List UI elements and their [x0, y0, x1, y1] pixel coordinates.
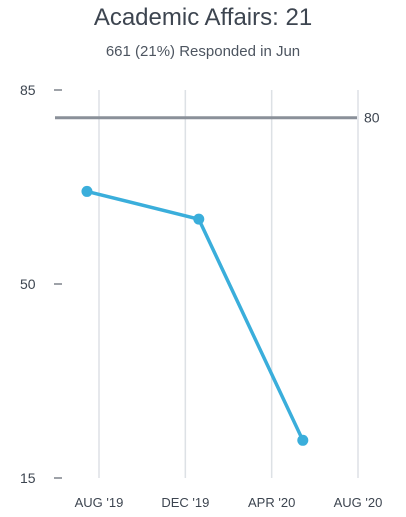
- data-point: [193, 213, 205, 225]
- x-tick-label: AUG '20: [334, 495, 383, 510]
- x-tick-label: DEC '19: [161, 495, 209, 510]
- data-point: [297, 434, 309, 446]
- chart-title: Academic Affairs: 21: [93, 4, 313, 31]
- x-tick-label: AUG '19: [75, 495, 124, 510]
- series-line: [85, 189, 305, 443]
- data-point: [81, 185, 93, 197]
- x-tick-label: APR '20: [248, 495, 295, 510]
- target-label: 80: [364, 110, 380, 126]
- y-tick-label: 50: [20, 276, 36, 292]
- y-tick-label: 85: [20, 82, 36, 98]
- chart-subtitle: 661 (21%) Responded in Jun: [105, 43, 301, 60]
- y-tick-label: 15: [20, 470, 36, 486]
